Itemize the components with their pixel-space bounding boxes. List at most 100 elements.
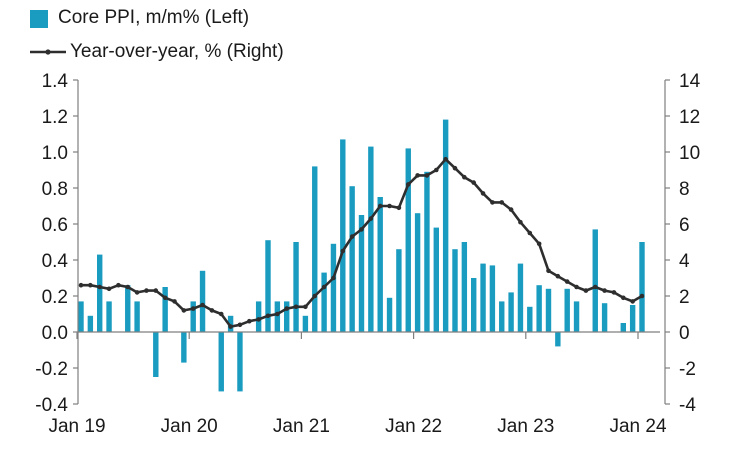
line-point-2021-05 bbox=[340, 248, 346, 254]
bar-2022-02 bbox=[424, 171, 430, 332]
line-point-2020-04 bbox=[218, 311, 224, 317]
line-series bbox=[78, 156, 645, 329]
line-point-2023-01 bbox=[527, 230, 533, 236]
bar-2023-06 bbox=[573, 301, 580, 332]
right-tick-label: -4 bbox=[679, 395, 696, 416]
left-tick-label: 0.2 bbox=[42, 287, 68, 308]
x-tick-label: Jan 23 bbox=[497, 416, 554, 437]
left-tick-label: 0.6 bbox=[42, 215, 68, 236]
line-point-2019-08 bbox=[144, 288, 149, 293]
bar-series bbox=[78, 119, 645, 392]
bar-2022-01 bbox=[414, 213, 421, 332]
line-point-2022-05 bbox=[452, 165, 458, 171]
bar-2020-01 bbox=[190, 301, 196, 332]
line-point-2019-12 bbox=[181, 308, 187, 313]
bar-2020-09 bbox=[265, 240, 271, 332]
line-point-2022-02 bbox=[424, 173, 430, 178]
line-point-2023-04 bbox=[555, 273, 561, 279]
bar-2020-02 bbox=[199, 270, 206, 332]
line-point-2019-05 bbox=[116, 282, 121, 288]
bar-2019-06 bbox=[125, 285, 131, 332]
line-point-2021-03 bbox=[321, 284, 327, 290]
line-point-2021-01 bbox=[303, 304, 308, 310]
line-point-2019-09 bbox=[153, 288, 159, 293]
bar-2023-03 bbox=[545, 288, 552, 332]
bar-2022-10 bbox=[499, 301, 505, 332]
line-point-2020-09 bbox=[265, 313, 271, 319]
bar-2019-02 bbox=[87, 315, 94, 332]
line-point-2019-06 bbox=[125, 284, 131, 290]
tick-labels: -0.4 -0.2 0.0 0.2 0.4 0.6 0.8 1.0 1.2 1.4 -4 -2 0 2 4 6… bbox=[35, 71, 700, 437]
bar-2021-07 bbox=[358, 215, 365, 332]
line-point-2021-06 bbox=[349, 234, 355, 239]
line-point-2021-10 bbox=[387, 203, 392, 209]
bar-2022-08 bbox=[480, 263, 486, 332]
left-tick-label: 0.4 bbox=[42, 251, 69, 272]
line-point-2022-12 bbox=[518, 219, 523, 225]
legend-label-line: Year-over-year, % (Right) bbox=[70, 41, 284, 62]
left-tick-label: 0.8 bbox=[42, 179, 68, 200]
line-point-2020-01 bbox=[190, 306, 196, 311]
x-tick-label: Jan 22 bbox=[385, 416, 442, 437]
bar-2022-12 bbox=[517, 263, 524, 332]
line-point-2023-09 bbox=[602, 288, 607, 293]
legend-line-swatch bbox=[30, 49, 66, 55]
line-point-2022-11 bbox=[508, 207, 514, 212]
bar-2021-10 bbox=[386, 297, 393, 332]
line-point-2019-01 bbox=[78, 282, 84, 288]
zero-axis bbox=[76, 331, 660, 339]
line-point-2021-11 bbox=[396, 205, 402, 211]
bar-2024-01 bbox=[639, 242, 645, 332]
x-tick-label: Jan 24 bbox=[609, 416, 666, 437]
bar-2022-03 bbox=[433, 227, 439, 332]
bar-2019-09 bbox=[153, 332, 159, 377]
bar-2023-09 bbox=[601, 303, 608, 332]
bar-2023-11 bbox=[620, 323, 626, 332]
line-point-2021-08 bbox=[368, 216, 374, 221]
bar-2020-10 bbox=[274, 301, 281, 332]
line-point-2022-06 bbox=[462, 174, 467, 180]
bar-2021-06 bbox=[349, 186, 355, 332]
line-point-2023-06 bbox=[574, 284, 579, 290]
bar-2020-11 bbox=[284, 301, 290, 332]
bar-2021-02 bbox=[312, 166, 318, 332]
bar-2021-04 bbox=[330, 243, 337, 332]
right-tick-label: 6 bbox=[679, 215, 690, 236]
line-point-2022-04 bbox=[443, 156, 448, 162]
line-point-2020-10 bbox=[275, 311, 280, 317]
bar-2021-09 bbox=[377, 197, 383, 332]
bar-2022-04 bbox=[442, 119, 449, 332]
right-tick-label: 12 bbox=[679, 107, 700, 128]
bar-2023-08 bbox=[592, 229, 598, 332]
bar-2023-04 bbox=[555, 332, 561, 347]
legend-label-bar: Core PPI, m/m% (Left) bbox=[58, 7, 250, 28]
bar-2023-12 bbox=[629, 305, 636, 332]
line-point-2019-10 bbox=[162, 295, 168, 301]
line-point-2023-03 bbox=[546, 268, 551, 274]
line-point-2023-11 bbox=[621, 295, 626, 301]
right-tick-label: 2 bbox=[679, 287, 690, 308]
bar-2021-01 bbox=[302, 315, 309, 332]
bar-2022-06 bbox=[461, 242, 468, 332]
line-point-2019-11 bbox=[172, 299, 177, 304]
bar-2019-07 bbox=[134, 301, 140, 332]
line-point-2021-02 bbox=[312, 293, 318, 299]
line-point-2020-08 bbox=[256, 317, 261, 322]
right-tick-label: -2 bbox=[679, 359, 696, 380]
line-point-2023-05 bbox=[564, 279, 570, 284]
left-tick-label: 1.2 bbox=[42, 107, 68, 128]
line-point-2020-05 bbox=[228, 324, 233, 329]
legend-item-line: Year-over-year, % (Right) bbox=[30, 41, 284, 63]
bar-2022-09 bbox=[489, 265, 496, 332]
line-point-2023-10 bbox=[611, 290, 617, 295]
line-point-2020-11 bbox=[284, 306, 290, 311]
bar-2021-11 bbox=[396, 249, 402, 332]
line-point-2020-03 bbox=[209, 308, 215, 313]
bar-2019-01 bbox=[78, 301, 84, 332]
x-tick-label: Jan 19 bbox=[48, 416, 105, 437]
line-point-2019-02 bbox=[88, 282, 93, 288]
x-tick-label: Jan 20 bbox=[161, 416, 218, 437]
line-point-2021-09 bbox=[377, 203, 383, 209]
line-point-2022-10 bbox=[499, 200, 505, 205]
legend-bar-swatch bbox=[30, 10, 48, 28]
